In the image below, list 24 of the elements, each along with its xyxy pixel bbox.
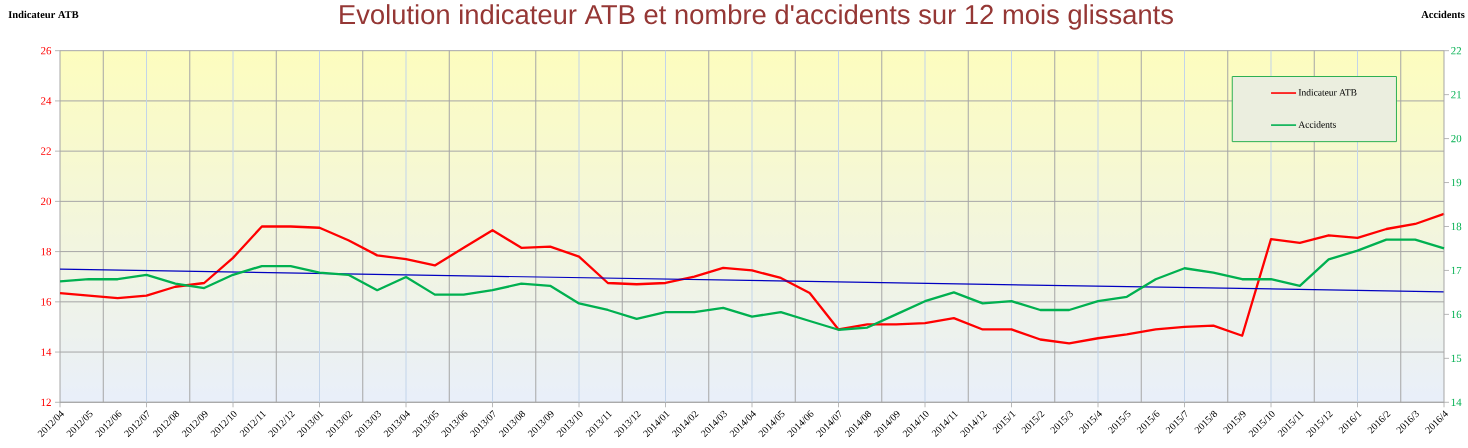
line-series bbox=[58, 238, 1446, 331]
y2-tick-label: 18 bbox=[1451, 222, 1462, 231]
y-tick-label: 26 bbox=[41, 47, 52, 55]
y-tick-label: 22 bbox=[41, 147, 51, 155]
y-tick-label: 18 bbox=[41, 247, 52, 256]
y2-tick-label: 15 bbox=[1451, 354, 1462, 363]
y2-tick-label: 16 bbox=[1451, 310, 1462, 319]
y2-tick-label: 20 bbox=[1451, 134, 1462, 143]
y-tick-label: 24 bbox=[41, 97, 52, 105]
line-series bbox=[58, 212, 1446, 345]
y2-axis-title: Accidents bbox=[1421, 10, 1465, 19]
legend-label: Accidents bbox=[1298, 121, 1336, 128]
y-tick-label: 20 bbox=[41, 197, 52, 206]
legend-label: Indicateur ATB bbox=[1298, 89, 1357, 96]
y-tick-label: 16 bbox=[41, 298, 52, 306]
y2-tick-label: 14 bbox=[1451, 398, 1462, 406]
y-axis-title: Indicateur ATB bbox=[8, 10, 79, 19]
y2-tick-label: 19 bbox=[1451, 178, 1462, 187]
chart-title: Evolution indicateur ATB et nombre d'accidents sur 12 mois glissants bbox=[340, 4, 1173, 30]
y2-tick-label: 17 bbox=[1451, 266, 1462, 275]
y-tick-label: 14 bbox=[41, 348, 52, 356]
y2-tick-label: 22 bbox=[1451, 47, 1462, 55]
y2-tick-label: 21 bbox=[1451, 91, 1461, 99]
y-tick-label: 12 bbox=[41, 398, 51, 406]
